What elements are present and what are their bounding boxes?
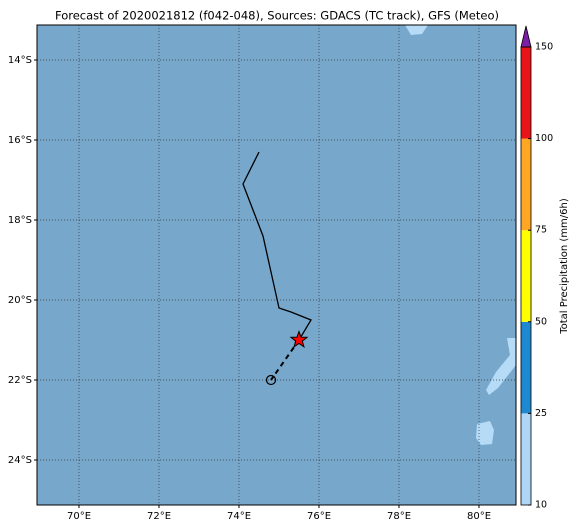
- colorbar-segment: [521, 413, 531, 505]
- x-tick-label: 80°E: [467, 511, 491, 522]
- colorbar-segment: [521, 321, 531, 414]
- colorbar-segment: [521, 138, 531, 231]
- colorbar-frame: [520, 46, 532, 506]
- y-tick-label: 24°S: [8, 455, 32, 466]
- x-tick-label: 78°E: [387, 511, 411, 522]
- y-tick-label: 18°S: [8, 215, 32, 226]
- x-tick-label: 70°E: [67, 511, 91, 522]
- map-frame: [36, 24, 517, 506]
- y-tick-label: 22°S: [8, 375, 32, 386]
- y-tick-label: 14°S: [8, 55, 32, 66]
- ocean: [37, 25, 516, 505]
- forecast-point: [265, 374, 277, 386]
- colorbar-tick-label: 10: [535, 500, 547, 511]
- y-tick-label: 16°S: [8, 135, 32, 146]
- colorbar-segment: [521, 230, 531, 322]
- x-tick-label: 74°E: [227, 511, 251, 522]
- y-tick-label: 20°S: [8, 295, 32, 306]
- colorbar-tick-label: 25: [535, 408, 547, 419]
- current-position: [289, 330, 309, 349]
- colorbar-tick-label: 150: [535, 42, 553, 53]
- colorbar-tick-label: 75: [535, 225, 547, 236]
- land: [486, 338, 516, 395]
- colorbar-tick-label: 50: [535, 316, 547, 327]
- colorbar-label: Total Precipitation (mm/6h): [559, 198, 570, 335]
- title: Forecast of 2020021812 (f042-048), Sourc…: [55, 9, 499, 23]
- colorbar-tick-label: 100: [535, 133, 553, 144]
- colorbar-segment: [521, 47, 531, 139]
- forecast-line: [270, 339, 300, 381]
- x-tick-label: 76°E: [307, 511, 331, 522]
- land: [405, 25, 428, 35]
- x-tick-label: 72°E: [147, 511, 171, 522]
- track-line: [242, 151, 312, 341]
- land: [476, 421, 494, 445]
